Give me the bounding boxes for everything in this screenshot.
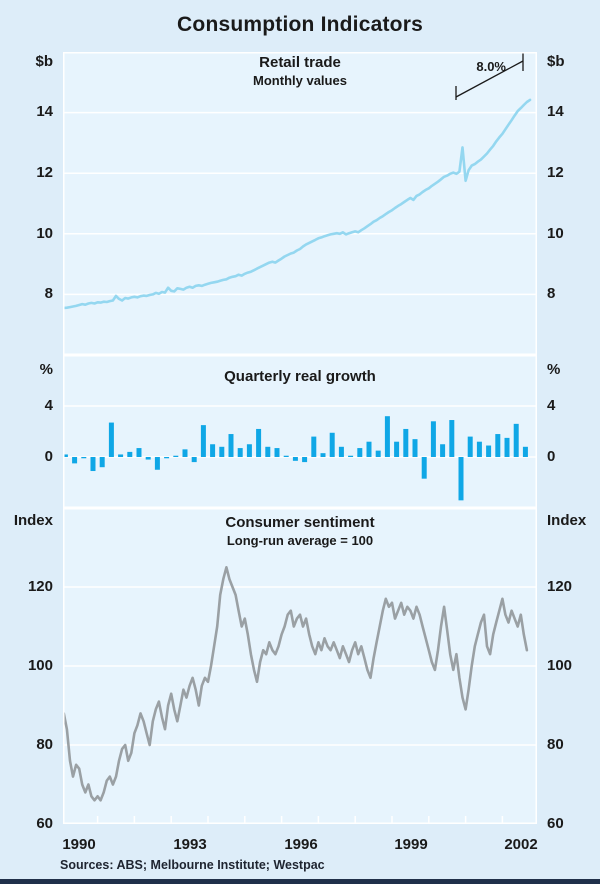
axis-tick-label: 80	[547, 736, 564, 753]
retail-trade-plot	[63, 52, 537, 355]
axis-tick-label: 14	[36, 103, 53, 120]
consumer-sentiment-title: Consumer sentiment	[225, 514, 375, 531]
quarterly-growth-title: Quarterly real growth	[224, 368, 376, 385]
growth-rate-annotation: 8.0%	[476, 59, 506, 74]
right-axis-labels: $b 14 12 10 8 % 4 0 Index 120 100 80 60	[537, 0, 600, 884]
x-axis-label: 2002	[504, 836, 538, 853]
axis-tick-label: 60	[547, 815, 564, 832]
x-axis-label: 1993	[173, 836, 207, 853]
axis-tick-label: 10	[547, 225, 564, 242]
axis-unit-label: $b	[35, 53, 53, 70]
axis-tick-label: 4	[44, 397, 53, 414]
x-axis-label: 1999	[394, 836, 428, 853]
axis-tick-label: 8	[547, 285, 556, 302]
sources-note: Sources: ABS; Melbourne Institute; Westp…	[60, 858, 325, 872]
left-axis-labels: $b 14 12 10 8 % 4 0 Index 120 100 80 60	[0, 0, 63, 884]
axis-unit-label: Index	[13, 512, 53, 529]
x-axis-label: 1996	[284, 836, 318, 853]
axis-tick-label: 14	[547, 103, 564, 120]
x-axis-label: 1990	[62, 836, 96, 853]
bottom-border-strip	[0, 879, 600, 884]
retail-trade-subtitle: Monthly values	[253, 73, 347, 88]
axis-tick-label: 80	[36, 736, 53, 753]
axis-tick-label: 12	[547, 164, 564, 181]
axis-tick-label: 100	[547, 657, 573, 674]
chart-main-title: Consumption Indicators	[177, 13, 423, 36]
axis-tick-label: 100	[27, 657, 53, 674]
axis-unit-label: $b	[547, 53, 565, 70]
axis-tick-label: 120	[547, 578, 573, 595]
axis-tick-label: 0	[44, 448, 53, 465]
axis-tick-label: 0	[547, 448, 556, 465]
consumer-sentiment-subtitle: Long-run average = 100	[226, 533, 374, 548]
axis-tick-label: 10	[36, 225, 53, 242]
axis-unit-label: %	[547, 361, 561, 378]
axis-tick-label: 4	[547, 397, 556, 414]
axis-unit-label: Index	[547, 512, 587, 529]
consumer-sentiment-plot	[63, 508, 537, 824]
axis-tick-label: 60	[36, 815, 53, 832]
axis-tick-label: 12	[36, 164, 53, 181]
axis-tick-label: 120	[27, 578, 53, 595]
axis-tick-label: 8	[44, 285, 53, 302]
axis-unit-label: %	[39, 361, 53, 378]
retail-trade-title: Retail trade	[259, 54, 341, 71]
quarterly-growth-plot	[63, 355, 537, 508]
